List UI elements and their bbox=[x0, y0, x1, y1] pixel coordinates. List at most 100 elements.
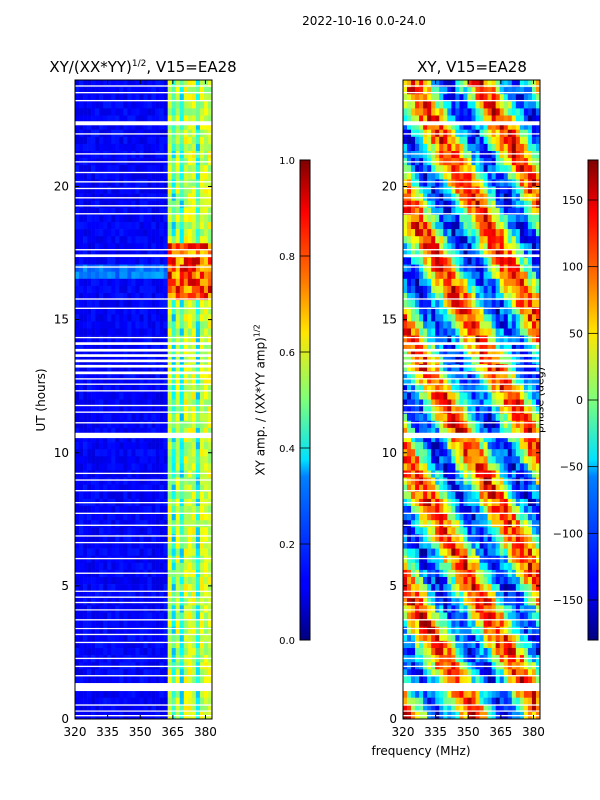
amp-cell bbox=[183, 406, 189, 414]
phase-cell bbox=[519, 257, 525, 265]
phase-cell bbox=[415, 186, 420, 194]
phase-cell bbox=[435, 314, 440, 322]
amp-cell bbox=[99, 214, 104, 223]
amp-cell bbox=[135, 442, 140, 450]
amp-cell bbox=[79, 477, 84, 485]
amp-cell bbox=[139, 250, 144, 258]
amp-cell bbox=[91, 534, 96, 542]
phase-cell bbox=[407, 321, 412, 329]
phase-cell bbox=[515, 285, 521, 294]
amp-cell bbox=[135, 520, 140, 528]
phase-cell bbox=[491, 342, 496, 351]
amp-cell bbox=[103, 257, 108, 265]
amp-cell bbox=[147, 669, 152, 677]
phase-cell bbox=[531, 349, 537, 358]
amp-cell bbox=[195, 342, 201, 351]
flagged-band bbox=[75, 404, 212, 407]
phase-cell bbox=[527, 349, 533, 358]
amp-cell bbox=[103, 633, 108, 642]
amp-cell bbox=[83, 80, 88, 88]
amp-cell bbox=[155, 619, 160, 627]
amp-cell bbox=[123, 314, 128, 322]
amp-cell bbox=[95, 427, 100, 436]
amp-cell bbox=[79, 413, 84, 422]
phase-cell bbox=[435, 250, 440, 258]
phase-cell bbox=[407, 94, 412, 102]
amp-cell bbox=[159, 349, 164, 358]
amp-cell bbox=[119, 257, 124, 265]
amp-cell bbox=[167, 484, 173, 493]
amp-cell bbox=[199, 349, 205, 358]
amp-cell bbox=[195, 520, 201, 528]
amp-cell bbox=[203, 619, 209, 627]
amp-cell bbox=[135, 165, 140, 173]
amp-cell bbox=[103, 584, 108, 592]
phase-cell bbox=[467, 186, 472, 194]
amp-cell bbox=[187, 704, 193, 713]
amp-cell bbox=[131, 392, 136, 400]
flagged-band bbox=[75, 665, 212, 668]
amp-cell bbox=[207, 477, 213, 485]
phase-cell bbox=[419, 87, 424, 95]
amp-cell bbox=[79, 534, 84, 542]
amp-cell bbox=[83, 207, 88, 216]
amp-cell bbox=[87, 328, 92, 336]
amp-cell bbox=[115, 207, 120, 216]
amp-cell bbox=[199, 413, 205, 422]
phase-cell bbox=[495, 186, 501, 194]
phase-cell bbox=[519, 151, 525, 159]
amp-cell bbox=[163, 456, 168, 464]
phase-cell bbox=[463, 115, 468, 123]
amp-cell bbox=[183, 250, 189, 258]
amp-cell bbox=[183, 484, 189, 493]
amp-cell bbox=[175, 669, 181, 677]
amp-cell bbox=[179, 307, 185, 315]
amp-cell bbox=[167, 520, 173, 528]
phase-cell bbox=[531, 257, 537, 265]
amp-cell bbox=[183, 271, 189, 280]
phase-cell bbox=[531, 122, 537, 130]
amp-cell bbox=[83, 307, 88, 315]
phase-cell bbox=[459, 385, 464, 393]
amp-cell bbox=[123, 349, 128, 358]
amp-cell bbox=[143, 697, 148, 706]
amp-cell bbox=[199, 264, 205, 272]
phase-cell bbox=[531, 108, 537, 116]
phase-cell bbox=[515, 314, 521, 322]
amp-cell bbox=[135, 527, 140, 535]
phase-cell bbox=[495, 271, 501, 280]
amp-cell bbox=[163, 690, 168, 698]
amp-cell bbox=[183, 619, 189, 627]
phase-cell bbox=[419, 122, 424, 130]
amp-cell bbox=[99, 435, 104, 443]
amp-cell bbox=[75, 80, 80, 88]
flagged-band bbox=[75, 524, 212, 526]
phase-cell bbox=[467, 264, 472, 272]
amp-cell bbox=[171, 591, 177, 599]
phase-cell bbox=[483, 87, 488, 95]
phase-cell bbox=[459, 371, 464, 379]
phase-cell bbox=[455, 278, 460, 287]
phase-cell bbox=[499, 222, 505, 230]
amp-cell bbox=[75, 172, 80, 180]
amp-cell bbox=[103, 214, 108, 223]
phase-cell bbox=[443, 80, 448, 88]
phase-cell bbox=[519, 435, 525, 443]
amp-cell bbox=[159, 442, 164, 450]
amp-cell bbox=[151, 293, 156, 301]
phase-cell bbox=[495, 378, 501, 386]
phase-cell bbox=[455, 207, 460, 216]
amp-cell bbox=[203, 314, 209, 322]
amp-cell bbox=[111, 413, 116, 422]
phase-cell bbox=[459, 300, 464, 308]
amp-cell bbox=[143, 250, 148, 258]
phase-cell bbox=[427, 94, 432, 102]
amp-cell bbox=[127, 186, 132, 194]
phase-cell bbox=[459, 335, 464, 343]
amp-cell bbox=[139, 264, 144, 272]
amp-cell bbox=[107, 555, 112, 564]
phase-cell bbox=[503, 222, 509, 230]
amp-cell bbox=[187, 179, 193, 187]
amp-cell bbox=[127, 293, 132, 301]
amp-cell bbox=[127, 257, 132, 265]
